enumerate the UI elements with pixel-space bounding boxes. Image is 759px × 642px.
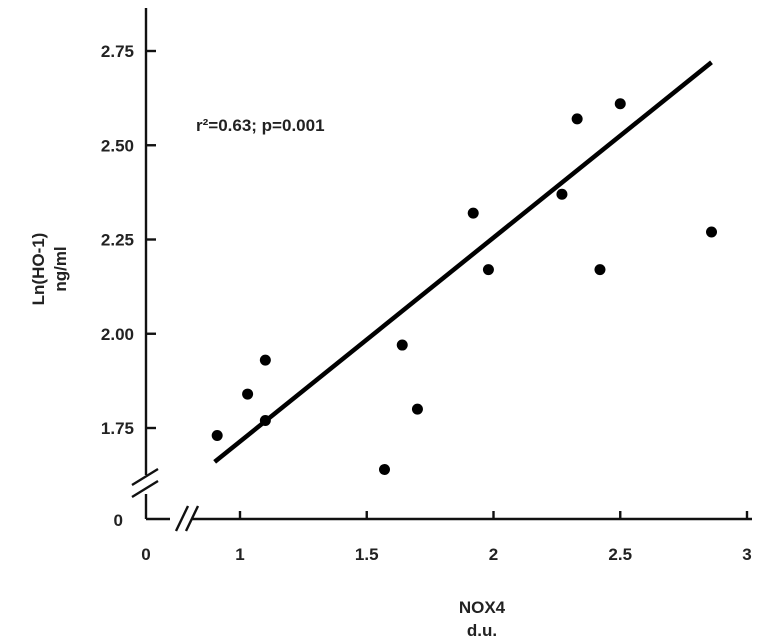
y-axis-break-mark [131, 467, 159, 487]
data-point [594, 264, 606, 276]
y-tick-label: 2.75 [101, 42, 134, 61]
data-point [706, 226, 718, 238]
data-point [482, 264, 494, 276]
x-axis-break-mark [174, 505, 190, 532]
data-point [396, 339, 408, 351]
y-axis-label: Ln(HO-1) [29, 233, 48, 306]
regression-line-group [213, 60, 713, 464]
axes [131, 8, 752, 532]
data-point [614, 98, 626, 110]
x-tick-label: 3 [742, 545, 751, 564]
y-tick-label: 2.25 [101, 231, 134, 250]
x-tick-label: 2.5 [608, 545, 632, 564]
data-points [211, 98, 718, 475]
data-point [378, 463, 390, 475]
annotation-r2: r²=0.63; p=0.001 [196, 116, 325, 135]
x-tick-label: 1 [235, 545, 244, 564]
y-tick-label-zero: 0 [114, 511, 123, 530]
data-point [211, 430, 223, 442]
y-tick-label: 2.50 [101, 136, 134, 155]
x-tick-label: 2 [489, 545, 498, 564]
data-point [259, 414, 271, 426]
tick-labels: 1.75 2.00 2.25 2.50 2.75 00 1 1.5 2 2.5 3 [101, 42, 752, 564]
x-tick-label: 0 [141, 545, 150, 564]
data-point [242, 388, 254, 400]
y-axis-break-mark [131, 479, 159, 499]
x-axis-unit: d.u. [467, 621, 497, 640]
x-axis-label: NOX4 [459, 598, 506, 617]
x-tick-label: 1.5 [355, 545, 379, 564]
data-point [467, 207, 479, 219]
y-axis-unit: ng/ml [51, 246, 70, 291]
y-tick-label: 1.75 [101, 419, 134, 438]
data-point [556, 188, 568, 200]
x-axis-break-mark [184, 505, 200, 532]
data-point [571, 113, 583, 125]
data-point [411, 403, 423, 415]
data-point [259, 354, 271, 366]
regression-line [213, 60, 713, 464]
y-tick-label: 2.00 [101, 325, 134, 344]
